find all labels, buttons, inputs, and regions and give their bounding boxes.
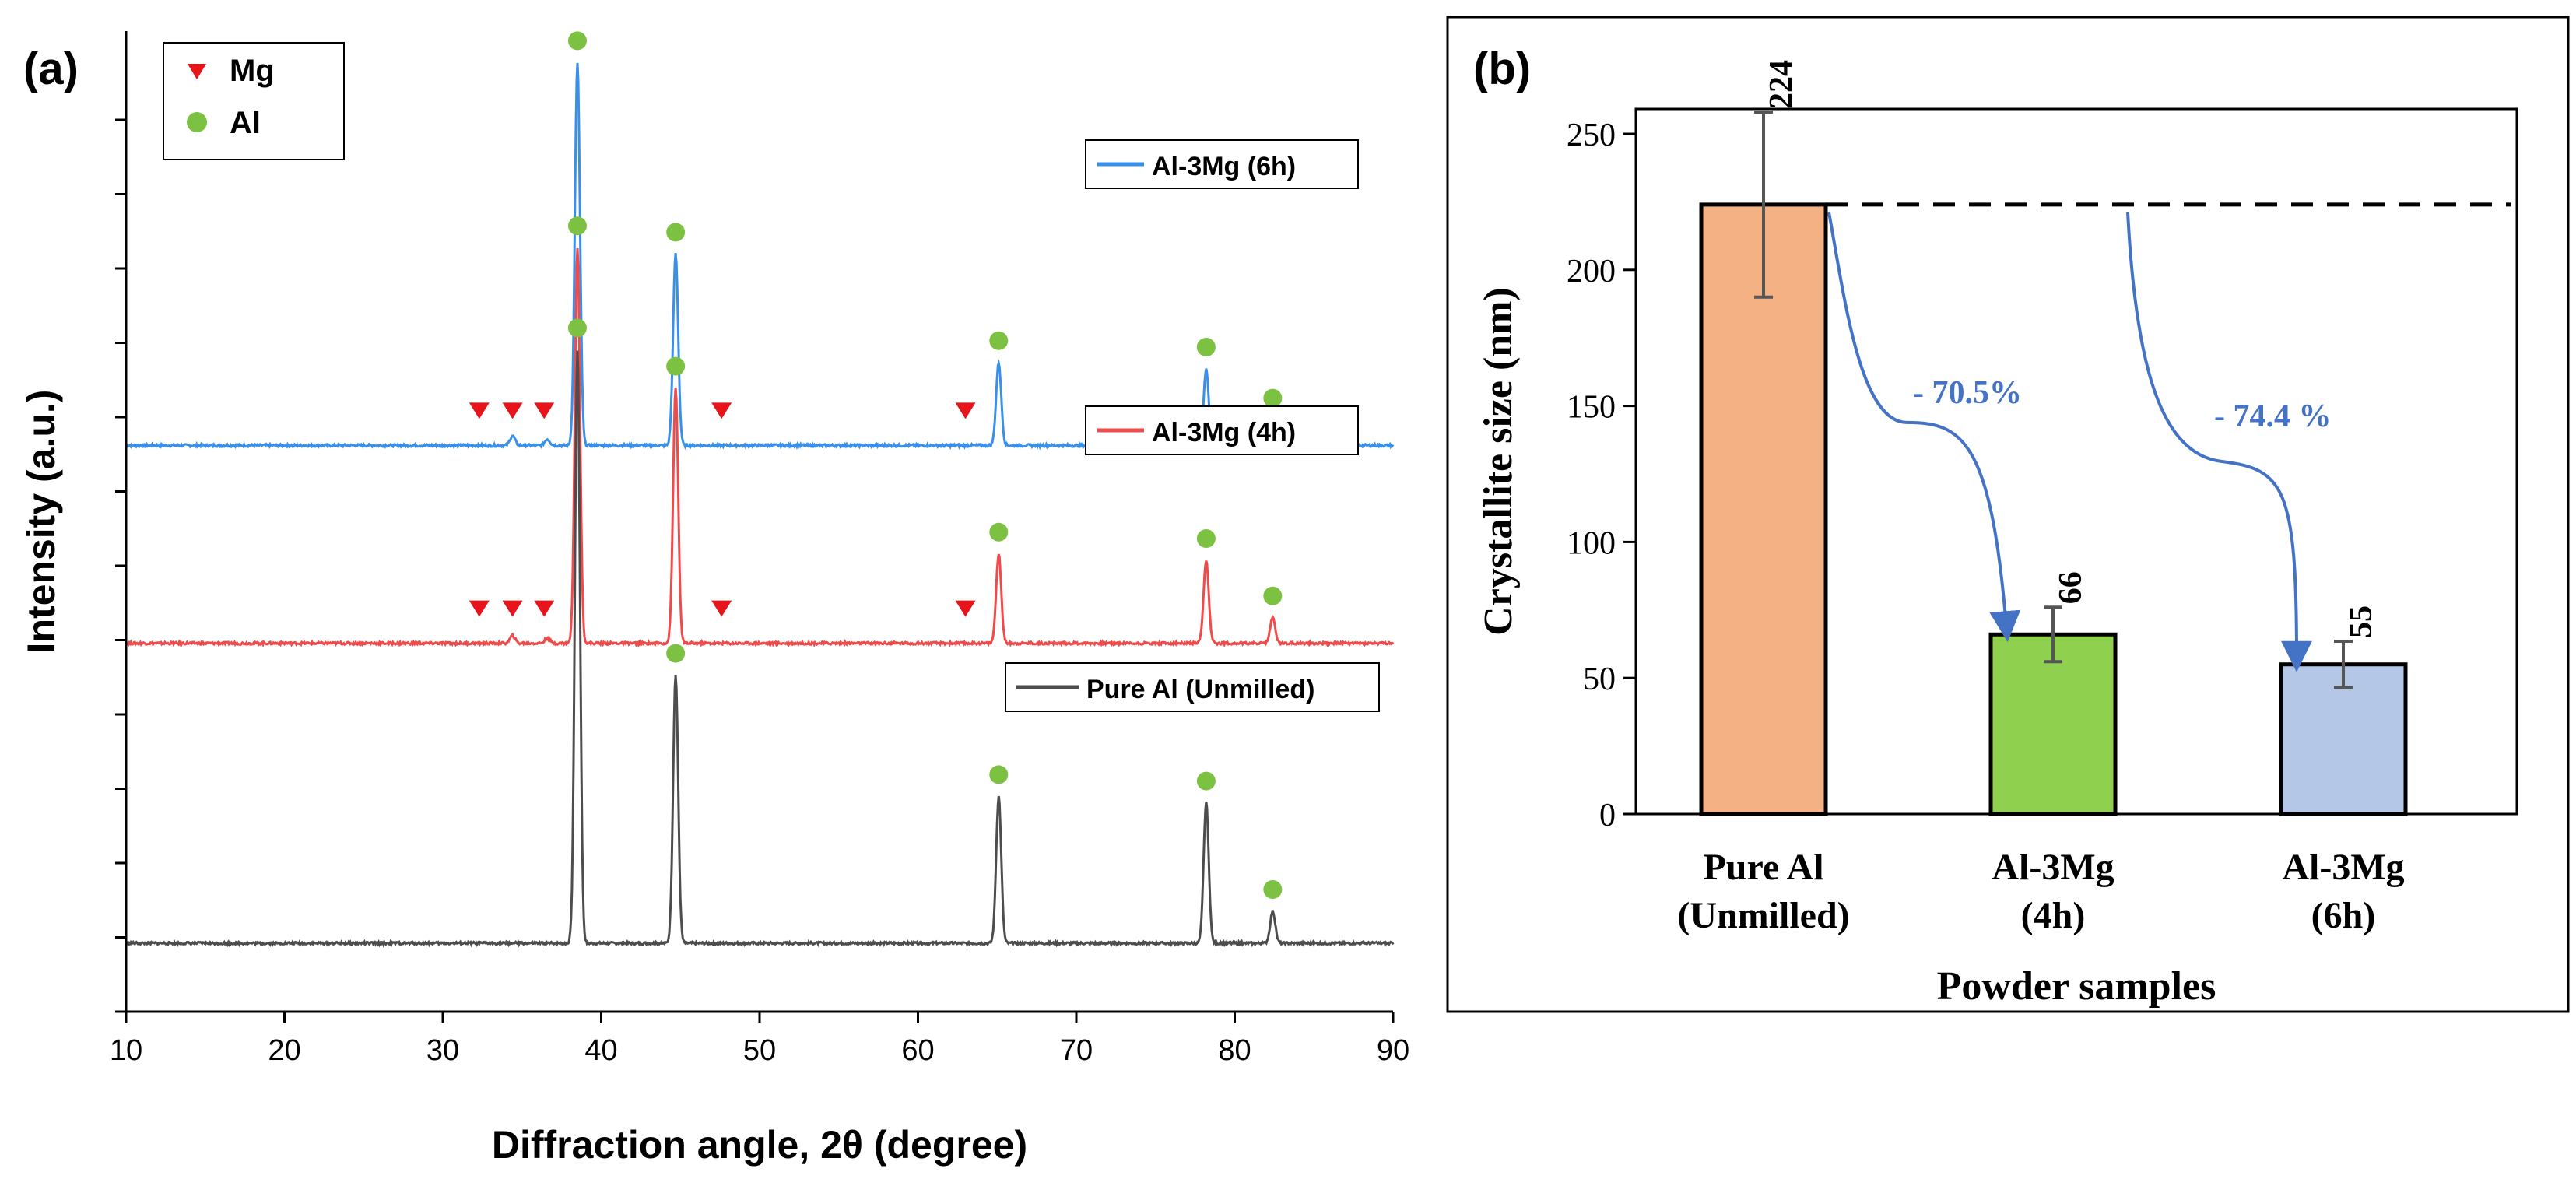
bar-value-label: 55 (2343, 605, 2379, 638)
al-legend-label: Al (230, 106, 261, 140)
xrd-x-tick-label: 60 (901, 1034, 934, 1067)
al-peak-marker (567, 216, 587, 236)
al-peak-marker (567, 318, 587, 338)
legend-6h-label: Al-3Mg (6h) (1152, 152, 1296, 181)
bar-y-tick-label: 0 (1599, 798, 1616, 833)
mg-legend-symbol (188, 64, 206, 79)
xrd-x-tick-label: 20 (268, 1034, 300, 1067)
bar-category-label: (Unmilled) (1677, 895, 1849, 936)
al-peak-marker (1263, 586, 1283, 605)
mg-peak-marker (469, 600, 490, 617)
panel-b-frame (1446, 16, 2570, 1013)
marker-legend: Mg Al (163, 42, 345, 160)
xrd-x-tick-label: 70 (1060, 1034, 1093, 1067)
xrd-series-line (125, 350, 1395, 949)
xrd-y-axis-title: Intensity (a.u.) (19, 390, 63, 654)
xrd-x-tick-label: 80 (1218, 1034, 1251, 1067)
xrd-series-line (125, 247, 1395, 648)
legend-6h: Al-3Mg (6h) (1085, 139, 1359, 189)
reduction-label-6h: - 74.4 % (2214, 398, 2332, 434)
marker-legend-box (163, 42, 345, 160)
al-peak-marker (1196, 529, 1216, 548)
xrd-x-tick-label: 40 (584, 1034, 617, 1067)
reduction-arrows (1827, 212, 2312, 672)
xrd-x-ticks: 10 20 30 40 50 60 70 80 90 (110, 1012, 1409, 1067)
al-peak-marker (567, 31, 587, 51)
bar-y-tick-label: 50 (1583, 661, 1616, 697)
reduction-arrow-4h (1827, 212, 2021, 643)
al-peak-marker (989, 331, 1009, 350)
al-peak-marker (666, 644, 686, 663)
bar-value-label: 66 (2053, 571, 2089, 604)
xrd-x-tick-label: 30 (426, 1034, 459, 1067)
xrd-peak-markers (469, 31, 1283, 899)
al-peak-marker (989, 765, 1009, 784)
legend-pure: Pure Al (Unmilled) (1005, 662, 1380, 712)
mg-peak-marker (502, 600, 523, 617)
bar-y-tick-label: 100 (1567, 525, 1616, 561)
error-bar-group (1754, 111, 2353, 689)
crystallite-panel: (b) 0 50 100 150 200 250 224 66 55 Pure Al (Unmi… (1446, 16, 2570, 1013)
mg-peak-marker (711, 402, 732, 419)
legend-4h-label: Al-3Mg (4h) (1152, 418, 1296, 447)
legend-pure-label: Pure Al (Unmilled) (1086, 675, 1314, 704)
mg-peak-marker (711, 600, 732, 617)
xrd-y-ticks (115, 118, 126, 1013)
xrd-panel: (a) 10 20 30 40 50 60 70 80 90 Mg Al Al-3Mg (6h)… (19, 31, 1409, 1167)
al-peak-marker (1263, 880, 1283, 899)
bar-x-axis-title: Powder samples (1937, 964, 2216, 1009)
al-peak-marker (1196, 338, 1216, 356)
bar-y-tick-label: 150 (1567, 390, 1616, 426)
al-legend-symbol (187, 112, 207, 132)
reduction-arrow-6h (2126, 212, 2312, 672)
bar-y-ticks: 0 50 100 150 200 250 (1567, 118, 1636, 833)
bar-y-tick-label: 250 (1567, 118, 1616, 153)
al-peak-marker (666, 356, 686, 376)
reduction-label-4h: - 70.5% (1913, 375, 2022, 411)
bar-value-label: 224 (1764, 60, 1799, 109)
bar-category-labels: Pure Al (Unmilled) Al-3Mg (4h) Al-3Mg (6h) (1677, 847, 2404, 936)
bar-category-label: Al-3Mg (1992, 847, 2114, 888)
bar-y-axis-title: Crystallite size (nm) (1476, 287, 1521, 636)
xrd-x-tick-label: 50 (743, 1034, 776, 1067)
al-peak-marker (1196, 771, 1216, 791)
panel-a-label: (a) (23, 44, 79, 94)
bar-category-label: (6h) (2311, 895, 2376, 936)
mg-peak-marker (955, 402, 976, 419)
al-peak-marker (1263, 388, 1283, 408)
mg-peak-marker (534, 402, 555, 419)
mg-peak-marker (469, 402, 490, 419)
xrd-series-group (125, 62, 1395, 949)
bar-group (1699, 202, 2408, 816)
xrd-x-tick-label: 10 (110, 1034, 142, 1067)
mg-peak-marker (502, 402, 523, 419)
bar-category-label: Pure Al (1703, 847, 1823, 888)
bar-plot-area (1634, 107, 2518, 816)
mg-peak-marker (955, 600, 976, 617)
xrd-x-axis-title: Diffraction angle, 2θ (degree) (492, 1123, 1027, 1167)
al-peak-marker (666, 223, 686, 242)
bar-category-label: (4h) (2021, 895, 2086, 936)
al-peak-marker (989, 522, 1009, 542)
bar-y-tick-label: 200 (1567, 254, 1616, 289)
panel-b-label: (b) (1473, 44, 1531, 94)
bar-category-label: Al-3Mg (2282, 847, 2404, 888)
legend-4h: Al-3Mg (4h) (1085, 405, 1359, 455)
bar-value-labels: 224 66 55 (1764, 60, 2379, 638)
xrd-x-tick-label: 90 (1377, 1034, 1409, 1067)
mg-peak-marker (534, 600, 555, 617)
mg-legend-label: Mg (230, 54, 275, 88)
